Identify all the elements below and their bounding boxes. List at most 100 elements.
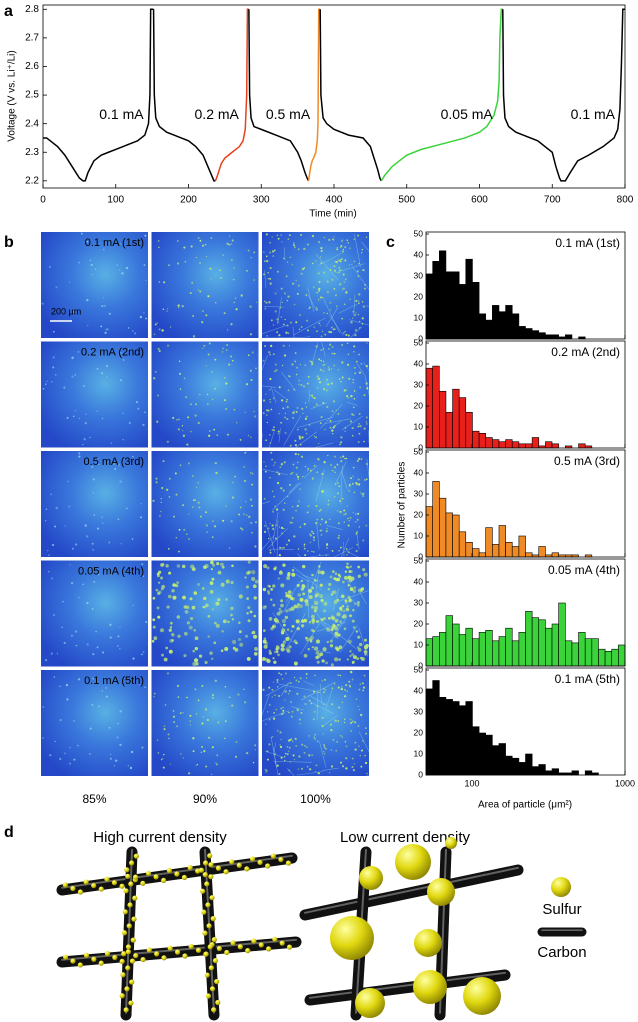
particle xyxy=(326,378,329,381)
particle xyxy=(311,754,314,756)
particle xyxy=(346,690,348,692)
particle xyxy=(249,333,253,336)
particle xyxy=(92,478,95,481)
particle xyxy=(341,701,344,704)
particle xyxy=(270,408,273,411)
particle xyxy=(347,524,350,527)
particle xyxy=(129,766,133,770)
particle xyxy=(89,259,92,262)
particle xyxy=(357,512,360,515)
particle xyxy=(330,331,333,334)
particle xyxy=(192,649,196,653)
particle xyxy=(56,652,59,655)
particle xyxy=(263,251,265,253)
fiber xyxy=(273,742,276,756)
sulfur-particle xyxy=(207,853,213,859)
histogram-bar xyxy=(498,636,506,667)
particle xyxy=(293,244,296,247)
particle xyxy=(335,260,338,264)
particle xyxy=(211,398,214,401)
particle xyxy=(280,399,284,402)
particle xyxy=(165,564,169,568)
micrograph xyxy=(261,560,369,667)
particle xyxy=(347,551,350,553)
particle xyxy=(276,686,279,688)
particle xyxy=(291,263,294,266)
particle xyxy=(105,365,109,368)
sulfur-particle xyxy=(98,960,104,966)
y-tick-label: 0 xyxy=(418,333,423,343)
particle xyxy=(177,428,181,431)
particle xyxy=(299,488,301,491)
particle xyxy=(142,575,144,577)
particle xyxy=(362,739,364,742)
particle xyxy=(168,628,172,632)
particle xyxy=(288,345,291,347)
particle xyxy=(343,513,346,516)
particle xyxy=(297,709,299,712)
particle xyxy=(66,416,69,420)
particle xyxy=(272,397,275,399)
fiber xyxy=(348,319,370,326)
histogram-bar xyxy=(505,439,513,449)
particle xyxy=(78,417,80,419)
fiber xyxy=(293,566,322,591)
particle xyxy=(330,593,334,596)
histogram-bar xyxy=(478,552,486,558)
particle xyxy=(361,248,364,251)
particle xyxy=(73,720,75,722)
particle xyxy=(349,420,353,423)
particle xyxy=(288,483,291,486)
y-tick-label: 30 xyxy=(414,270,424,280)
particle xyxy=(296,475,300,478)
particle xyxy=(298,437,302,440)
x-axis-label: Time (min) xyxy=(309,209,356,220)
particle xyxy=(224,647,229,652)
particle xyxy=(42,706,45,708)
particle xyxy=(168,496,171,498)
particle xyxy=(344,689,346,691)
particle xyxy=(358,293,361,296)
particle xyxy=(274,310,277,313)
particle xyxy=(345,291,348,294)
particle xyxy=(227,620,230,624)
particle xyxy=(211,577,215,581)
particle xyxy=(282,508,285,511)
particle xyxy=(228,235,231,237)
particle xyxy=(342,455,345,458)
particle xyxy=(352,589,356,593)
particle xyxy=(331,429,334,432)
particle xyxy=(264,470,267,473)
histogram-bar xyxy=(565,334,573,340)
particle xyxy=(189,714,192,717)
histogram-bar xyxy=(551,334,559,340)
particle xyxy=(360,765,363,768)
particle xyxy=(205,314,208,317)
particle xyxy=(277,730,279,732)
particle xyxy=(145,317,148,320)
particle xyxy=(102,651,105,654)
particle xyxy=(287,593,291,598)
particle xyxy=(244,634,249,638)
particle xyxy=(166,605,170,609)
sulfur-particle xyxy=(237,944,243,950)
particle xyxy=(339,283,342,286)
fiber xyxy=(366,774,370,777)
particle xyxy=(211,657,214,660)
particle xyxy=(44,520,47,522)
fiber xyxy=(262,385,277,388)
particle xyxy=(251,531,253,534)
particle xyxy=(301,743,304,746)
histogram-bar xyxy=(518,326,526,340)
histogram-bar xyxy=(545,441,553,449)
particle xyxy=(303,247,306,251)
particle xyxy=(272,324,275,326)
particle xyxy=(283,546,285,549)
histogram-bar xyxy=(445,411,453,449)
particle xyxy=(341,258,343,260)
particle xyxy=(188,625,193,630)
particle xyxy=(228,243,231,246)
particle xyxy=(309,768,312,771)
particle xyxy=(239,642,244,647)
particle xyxy=(208,736,211,739)
